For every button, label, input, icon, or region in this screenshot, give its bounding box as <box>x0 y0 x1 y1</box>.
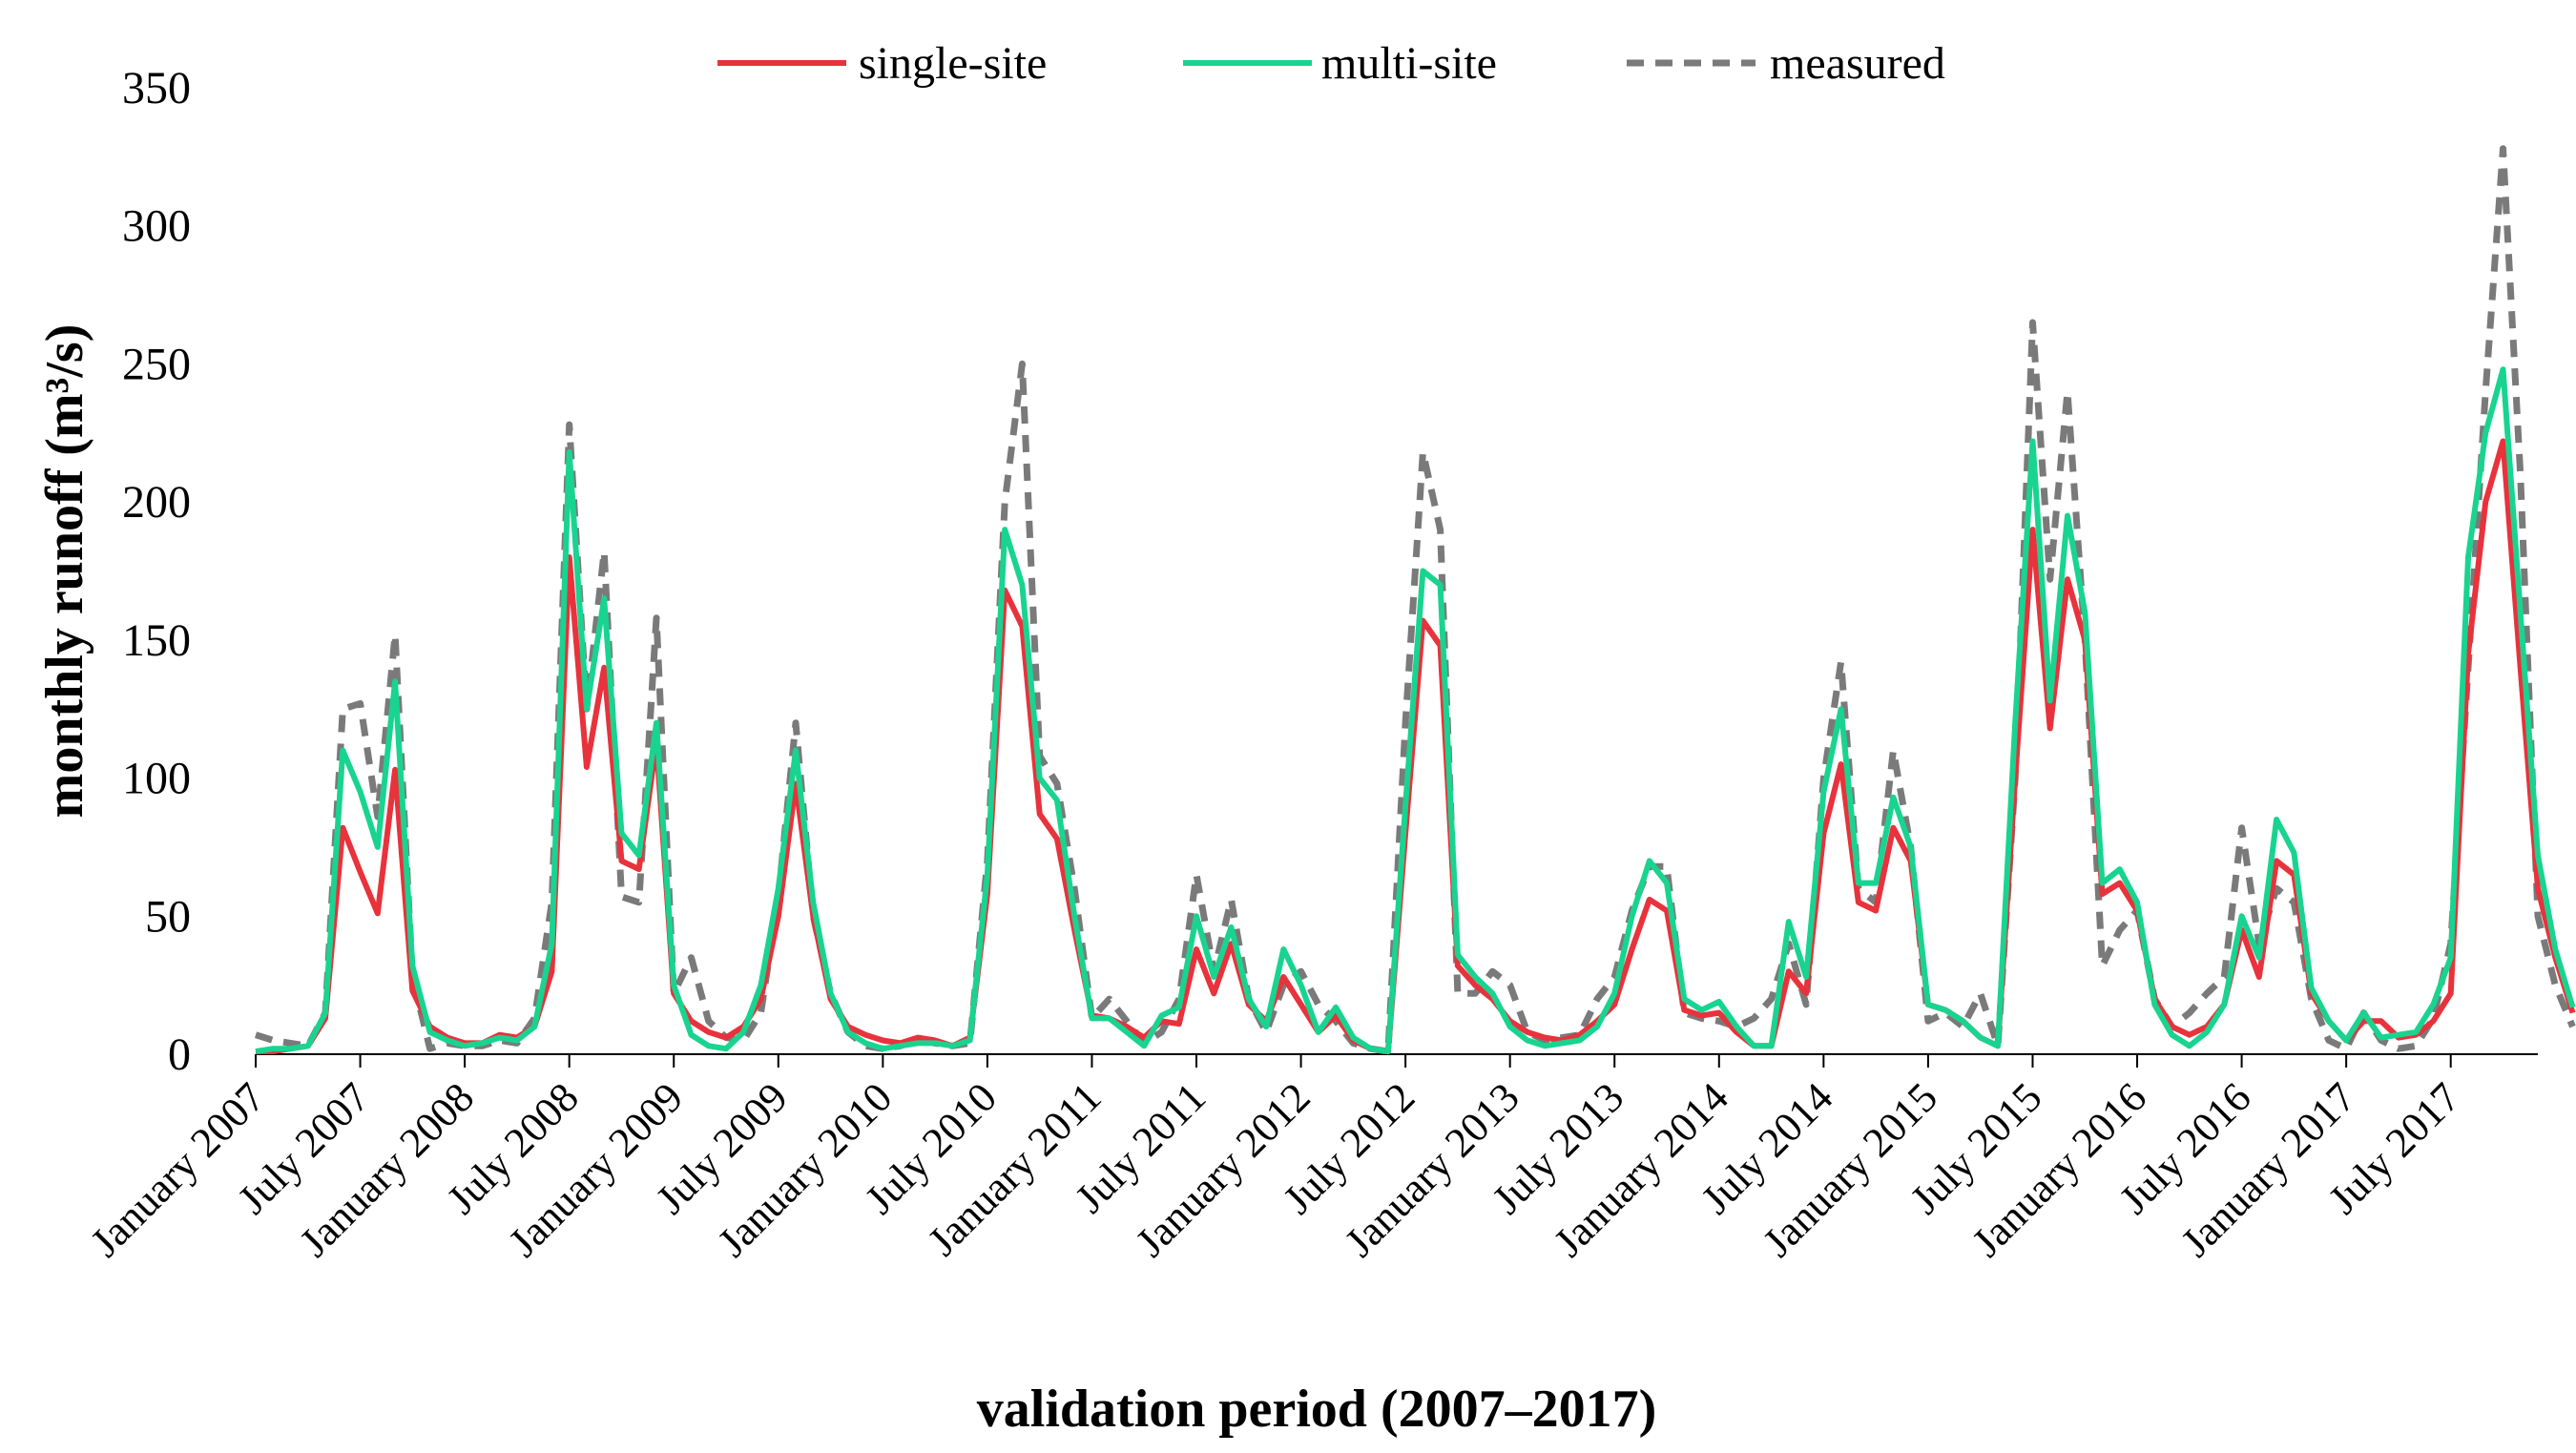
series-line-multi-site <box>255 366 2576 1055</box>
legend: single-site multi-site measured <box>717 38 1945 89</box>
y-tick-label-0: 0 <box>168 1029 191 1080</box>
legend-label-measured: measured <box>1770 38 1945 89</box>
y-tick-label-100: 100 <box>122 754 191 804</box>
y-tick-label-150: 150 <box>122 615 191 666</box>
series-layer <box>254 145 2576 1055</box>
series-line-single-site <box>256 438 2576 1055</box>
x-axis-title: validation period (2007–2017) <box>977 1380 1656 1439</box>
y-tick-label-200: 200 <box>122 477 191 528</box>
y-axis-title: monthly runoff (m³/s) <box>35 324 94 819</box>
y-tick-label-250: 250 <box>122 339 191 389</box>
x-tick-label: January 2007 <box>82 1073 274 1265</box>
y-tick-labels: 0 50 100 150 200 250 300 350 <box>122 63 191 1080</box>
y-tick-label-50: 50 <box>145 891 191 942</box>
y-tick-label-350: 350 <box>122 63 191 114</box>
legend-label-single-site: single-site <box>859 38 1047 89</box>
legend-label-multi-site: multi-site <box>1321 38 1497 89</box>
y-tick-label-300: 300 <box>122 201 191 252</box>
